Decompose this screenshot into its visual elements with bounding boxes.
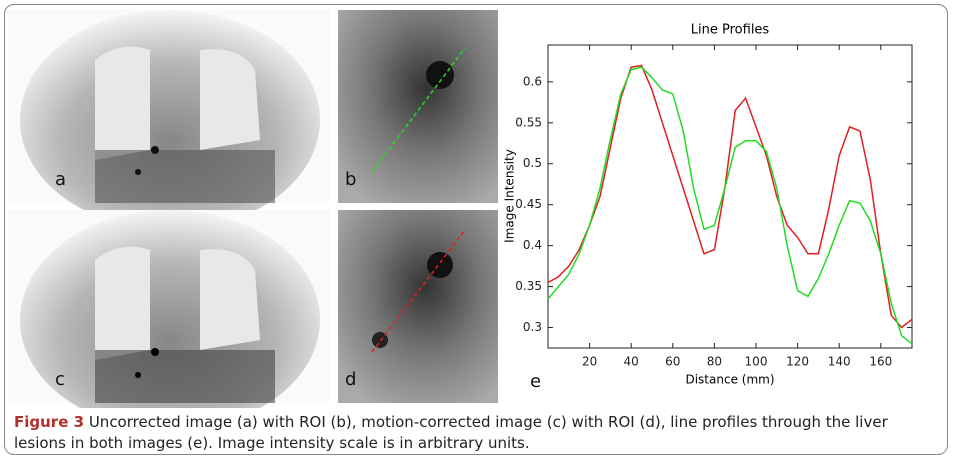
caption-label: Figure 3: [14, 413, 85, 431]
y-tick-label: 0.4: [523, 238, 542, 252]
y-tick-label: 0.45: [515, 197, 542, 211]
panel-label: b: [345, 169, 356, 190]
plot-frame: [547, 44, 913, 349]
x-tick-label: 80: [707, 355, 722, 369]
y-tick-label: 0.35: [515, 279, 542, 293]
panel-d-image: [338, 210, 498, 403]
y-tick-label: 0.5: [523, 156, 542, 170]
x-tick-label: 100: [745, 355, 768, 369]
y-tick-label: 0.3: [523, 320, 542, 334]
x-tick-label: 60: [665, 355, 680, 369]
x-tick-label: 20: [582, 355, 597, 369]
panel-label: c: [55, 369, 65, 390]
panel-label: d: [345, 369, 356, 390]
x-tick-label: 160: [869, 355, 892, 369]
chart-title: Line Profiles: [691, 23, 770, 38]
y-tick-label: 0.55: [515, 115, 542, 129]
y-axis-label: Image Intensity: [503, 149, 517, 243]
caption: Figure 3 Uncorrected image (a) with ROI …: [14, 412, 944, 454]
x-tick-label: 40: [624, 355, 639, 369]
panel-b-image: [338, 10, 498, 203]
panel-label: e: [530, 371, 541, 392]
caption-text: Uncorrected image (a) with ROI (b), moti…: [14, 413, 888, 452]
panel-label: a: [55, 169, 66, 190]
x-tick-label: 140: [828, 355, 851, 369]
y-tick-label: 0.6: [523, 74, 542, 88]
x-axis-label: Distance (mm): [685, 373, 774, 387]
panel-c-image: [8, 210, 330, 408]
line-series: [547, 66, 913, 345]
line-series: [547, 64, 913, 329]
panel-a-image: [8, 10, 330, 230]
x-tick-label: 120: [786, 355, 809, 369]
figure: a b c d e Line Profiles Distance (mm) Im…: [8, 10, 913, 408]
figure-frame: [4, 4, 948, 455]
